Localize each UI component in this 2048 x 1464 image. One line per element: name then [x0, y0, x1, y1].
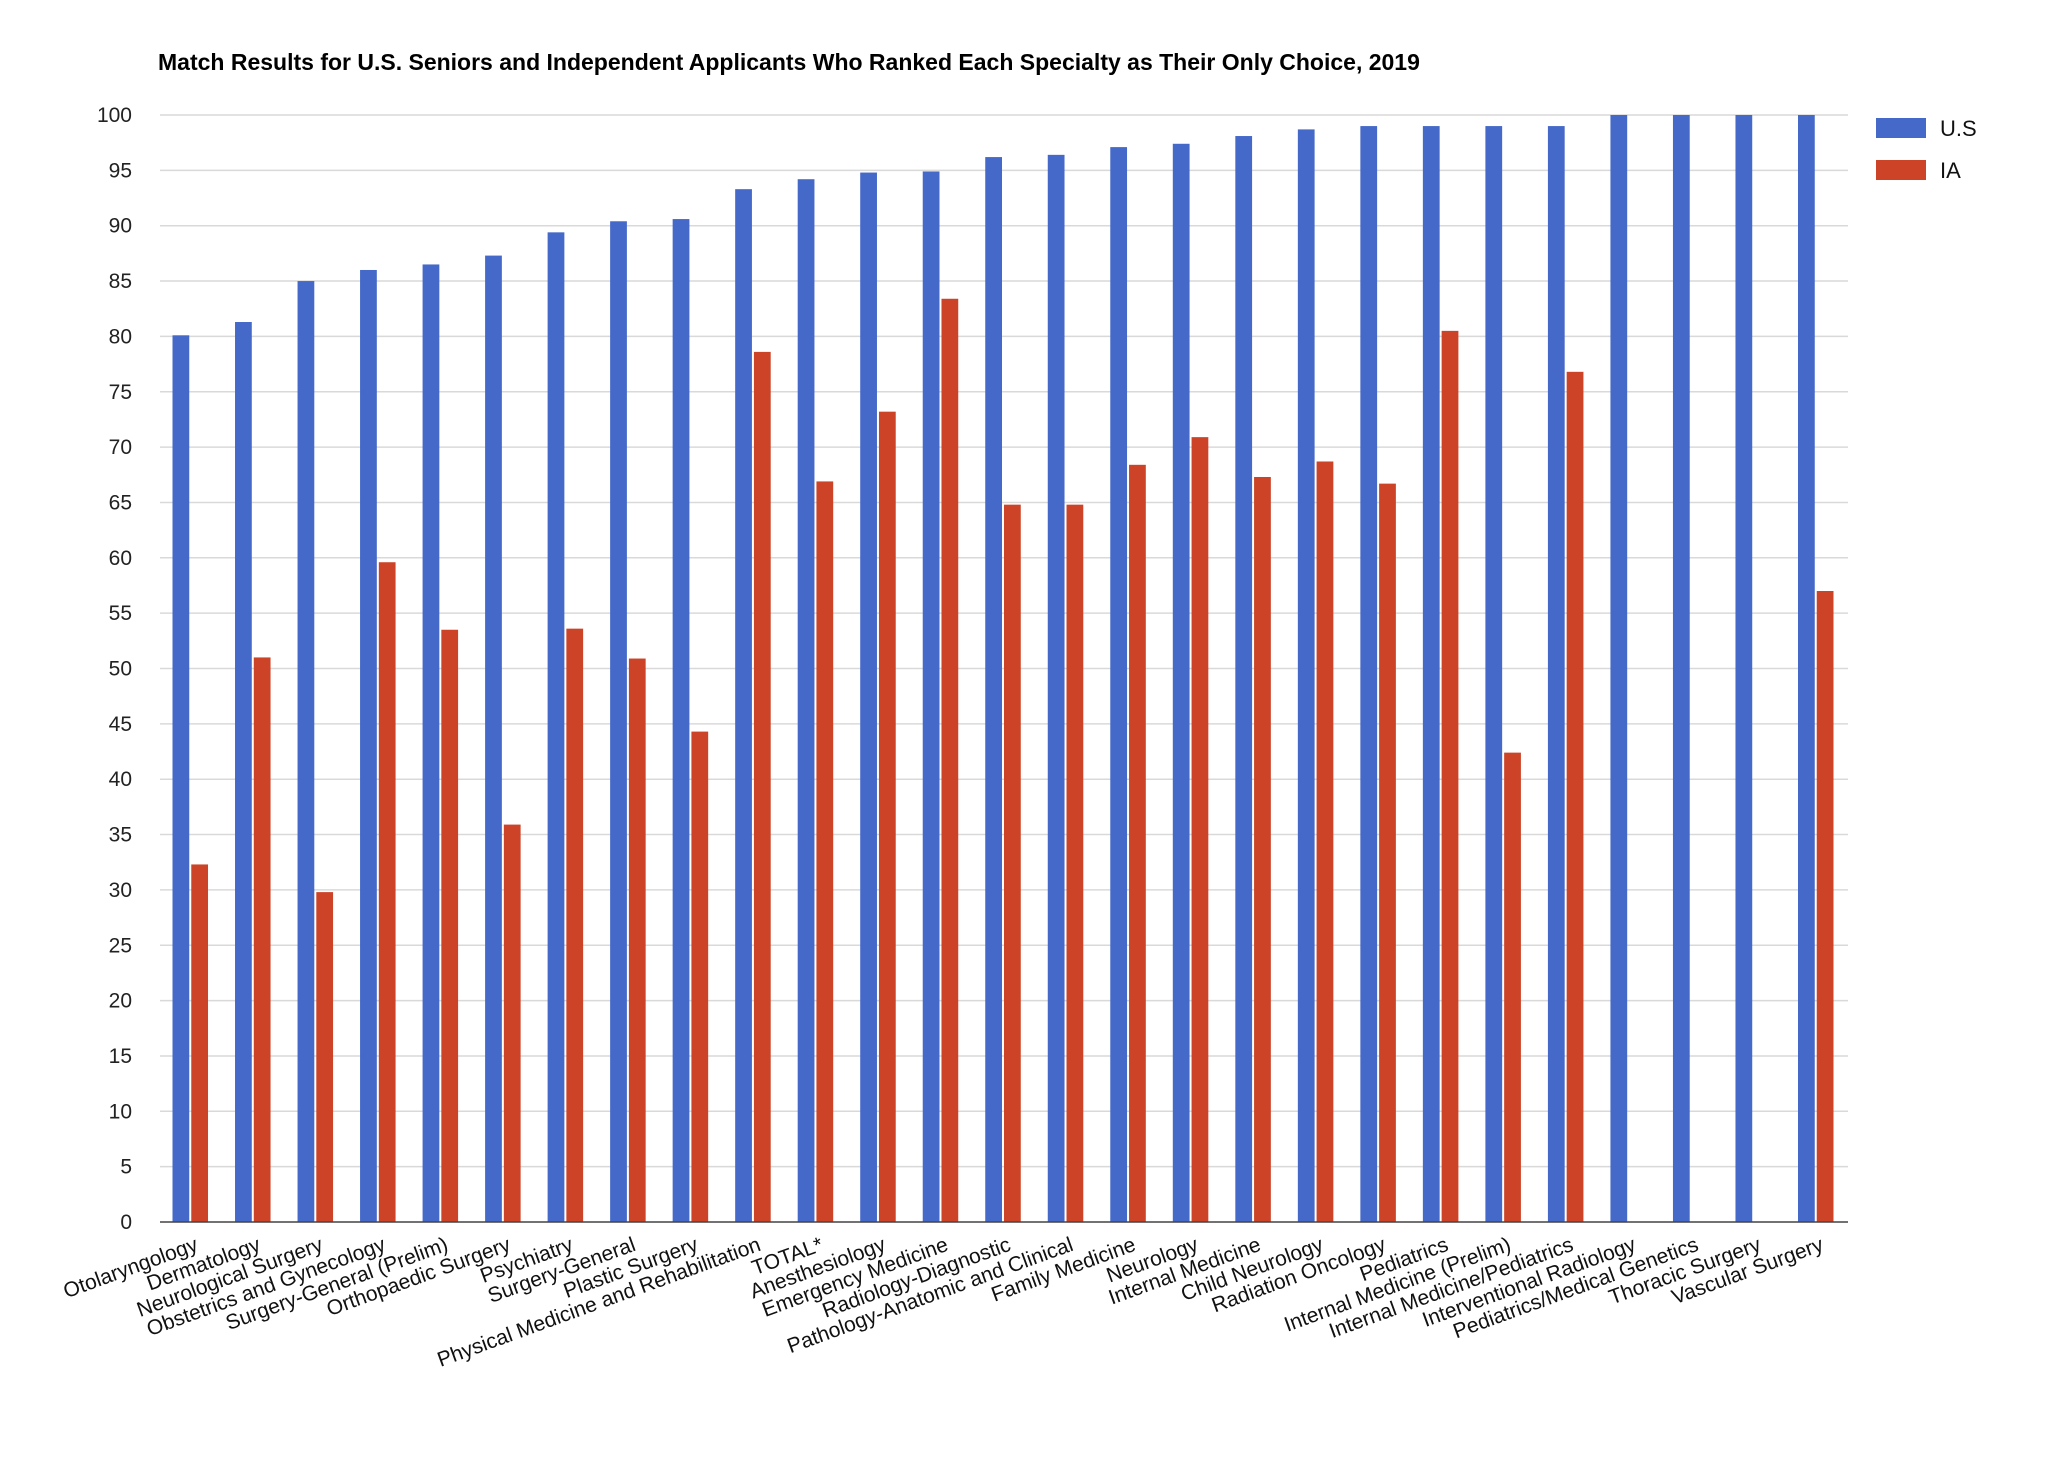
y-tick-label: 30: [109, 879, 132, 902]
bar-ia: [1129, 464, 1146, 1222]
bar-ia: [628, 658, 646, 1222]
y-tick-label: 65: [109, 491, 132, 514]
bar-ia: [753, 351, 771, 1222]
bar-ia: [1004, 504, 1021, 1222]
bar-us: [672, 219, 690, 1222]
bar-ia: [941, 298, 959, 1222]
bar-ia: [566, 628, 584, 1222]
legend: U.S IA: [1876, 116, 1977, 183]
y-tick-label: 10: [109, 1100, 132, 1123]
y-tick-label: 95: [109, 159, 132, 182]
bar-us: [1610, 115, 1628, 1222]
y-tick-label: 40: [109, 768, 132, 791]
bar-us: [297, 281, 315, 1222]
bar-us: [985, 157, 1002, 1222]
bar-ia: [691, 731, 709, 1222]
y-tick-label: 20: [109, 990, 132, 1013]
y-axis-ticks: 0 5 10 15 20 25 30 35 40 45 50 55 60 65 70 75 80 85 90 95 10…: [97, 104, 132, 1234]
y-tick-label: 50: [109, 658, 132, 681]
bar-ia: [441, 629, 459, 1222]
bar-us: [1547, 126, 1565, 1223]
legend-swatch: [1876, 160, 1926, 180]
bar-ia: [1816, 591, 1834, 1222]
y-tick-label: 100: [97, 104, 132, 127]
chart-title: Match Results for U.S. Seniors and Indep…: [158, 49, 1420, 75]
bar-us: [797, 179, 815, 1223]
bar-ia: [503, 824, 521, 1222]
y-tick-label: 35: [109, 824, 132, 847]
bar-ia: [1504, 752, 1521, 1222]
bar-us: [1110, 147, 1128, 1223]
y-tick-label: 15: [109, 1045, 132, 1068]
y-tick-label: 80: [109, 325, 132, 348]
bar-ia: [1441, 330, 1459, 1222]
bar-us: [1360, 126, 1378, 1223]
bar-us: [1485, 126, 1503, 1223]
legend-label: U.S: [1940, 116, 1977, 141]
y-tick-label: 5: [120, 1156, 132, 1179]
bar-us: [1297, 129, 1315, 1222]
bar-us: [610, 221, 627, 1222]
bar-us: [547, 232, 565, 1223]
bar-us: [1672, 115, 1690, 1222]
y-tick-label: 55: [109, 602, 132, 625]
y-tick-label: 25: [109, 934, 132, 957]
bar-ia: [1379, 483, 1396, 1222]
bar-us: [360, 269, 377, 1223]
bar-ia: [1566, 371, 1584, 1222]
bar-us: [1047, 154, 1065, 1223]
bar-us: [485, 255, 502, 1223]
bar-us: [922, 171, 940, 1223]
legend-label: IA: [1940, 158, 1961, 183]
y-tick-label: 90: [109, 215, 132, 238]
bar-ia: [1066, 504, 1084, 1222]
bar-ia: [878, 411, 896, 1222]
bar-ia: [191, 864, 209, 1222]
bar-us: [235, 322, 252, 1222]
bar-us: [1172, 143, 1190, 1222]
bar-us: [735, 189, 752, 1222]
y-tick-label: 60: [109, 547, 132, 570]
bar-ia: [378, 562, 396, 1222]
bar-ia: [1316, 461, 1334, 1222]
y-tick-label: 75: [109, 381, 132, 404]
y-tick-label: 70: [109, 436, 132, 459]
bar-us: [1235, 136, 1253, 1222]
bar-ia: [253, 657, 271, 1222]
legend-swatch: [1876, 118, 1926, 138]
bar-ia: [316, 892, 334, 1222]
bar-ia: [1191, 437, 1209, 1222]
y-tick-label: 85: [109, 270, 132, 293]
bar-us: [172, 335, 190, 1222]
bars: [172, 115, 1834, 1223]
bar-us: [1422, 126, 1440, 1223]
y-tick-label: 45: [109, 713, 132, 736]
bar-us: [860, 172, 877, 1222]
bar-us: [1797, 115, 1815, 1222]
bar-ia: [816, 481, 834, 1222]
bar-us: [422, 264, 440, 1222]
y-tick-label: 0: [120, 1211, 132, 1234]
bar-ia: [1254, 476, 1271, 1222]
bar-us: [1735, 115, 1753, 1222]
